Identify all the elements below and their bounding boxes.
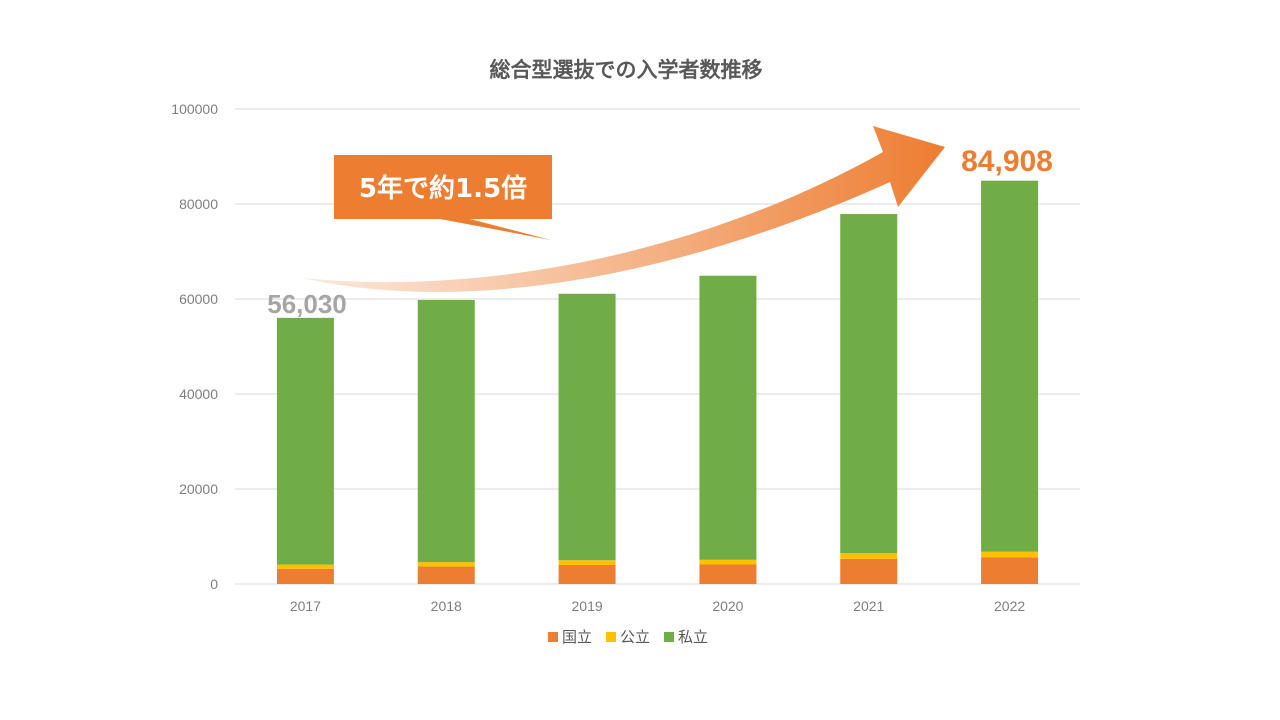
bar-segment: [699, 564, 757, 584]
start-total-label: 56,030: [267, 289, 347, 319]
y-axis-ticks: 0 20000 40000 60000 80000 100000: [171, 101, 218, 592]
x-tick-label: 2017: [290, 598, 321, 614]
y-tick-label: 60000: [179, 291, 218, 307]
bar-segment: [840, 553, 898, 559]
growth-arrow: [303, 126, 945, 292]
bar-segment: [276, 564, 334, 569]
bar-segment: [840, 558, 898, 584]
bar-segment: [417, 299, 475, 563]
bar-segment: [417, 566, 475, 584]
bar-segment: [699, 275, 757, 560]
x-tick-label: 2022: [994, 598, 1025, 614]
bar-segment: [558, 565, 616, 584]
bar-segment: [276, 568, 334, 584]
x-tick-label: 2018: [431, 598, 462, 614]
end-total-label: 84,908: [961, 145, 1053, 178]
y-tick-label: 40000: [179, 386, 218, 402]
x-axis-ticks: 2017 2018 2019 2020 2021 2022: [290, 598, 1026, 614]
legend: 国立 公立 私立: [548, 628, 708, 646]
bars: [276, 180, 1039, 584]
bar-segment: [981, 180, 1039, 552]
x-tick-label: 2021: [853, 598, 884, 614]
legend-label: 私立: [678, 628, 708, 646]
bar-segment: [558, 560, 616, 565]
x-tick-label: 2019: [572, 598, 603, 614]
callout-box: [334, 155, 552, 240]
legend-swatch: [664, 632, 674, 642]
legend-swatch: [606, 632, 616, 642]
bar-segment: [981, 551, 1039, 558]
callout-text: 5年で約1.5倍: [359, 173, 527, 204]
y-tick-label: 100000: [171, 101, 218, 117]
bar-segment: [981, 557, 1039, 584]
bar-segment: [417, 562, 475, 567]
bar-segment: [276, 317, 334, 565]
bar-segment: [699, 559, 757, 565]
legend-swatch: [548, 632, 558, 642]
bar-segment: [558, 293, 616, 561]
bar-segment: [840, 213, 898, 554]
legend-label: 国立: [562, 628, 592, 646]
legend-label: 公立: [620, 628, 650, 646]
y-tick-label: 20000: [179, 481, 218, 497]
y-tick-label: 0: [210, 576, 218, 592]
chart-title: 総合型選抜での入学者数推移: [490, 58, 763, 82]
x-tick-label: 2020: [712, 598, 743, 614]
y-tick-label: 80000: [179, 196, 218, 212]
